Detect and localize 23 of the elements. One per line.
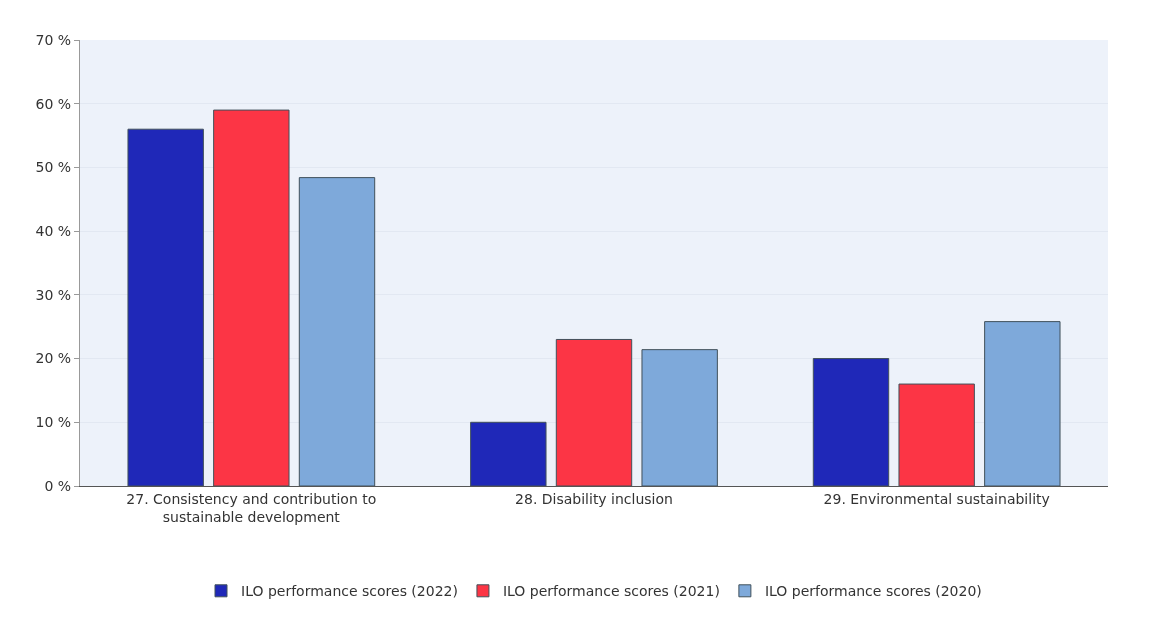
y-tick-label: 40 % [35,223,72,240]
bar [898,383,975,486]
bar [812,358,890,486]
legend-label: ILO performance scores (2022) [241,583,458,600]
bar [213,109,290,486]
bar [298,177,376,486]
y-tick-label: 30 % [35,286,72,303]
y-tick-label: 70 % [35,31,72,48]
x-tick-label: 27. Consistency and contribution to sustainable development [126,490,377,525]
x-tick-label: 28. Disability inclusion [515,490,673,507]
bar [641,349,718,486]
x-tick-label: 29. Environmental sustainability [823,490,1050,507]
y-tick-label: 0 % [44,477,72,494]
bar [470,421,547,486]
y-tick-label: 60 % [35,95,72,112]
y-tick-label: 10 % [35,414,72,431]
legend-label: ILO performance scores (2020) [764,583,982,600]
bar [555,338,633,486]
legend-label: ILO performance scores (2021) [502,583,720,600]
y-tick-label: 50 % [35,159,72,176]
y-tick-label: 20 % [35,350,72,367]
bar [127,128,204,486]
bar [984,321,1061,486]
